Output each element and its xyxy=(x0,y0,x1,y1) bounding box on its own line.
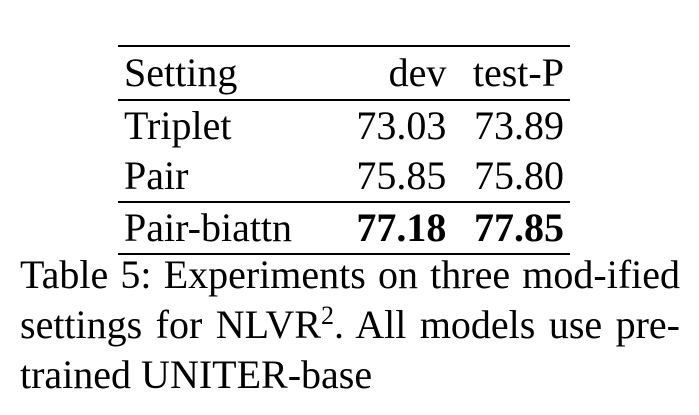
header-test-p: test-P xyxy=(452,45,570,101)
row-setting: Triplet xyxy=(124,103,232,148)
row-dev: 75.85 xyxy=(356,153,447,198)
row-test-p-best: 77.85 xyxy=(452,201,570,255)
caption-lead: Table 5: Experiments on three mod-ified … xyxy=(20,252,680,347)
row-test-p: 73.89 xyxy=(474,103,564,148)
table-row: Pair-biattn 77.18 77.85 xyxy=(118,201,570,255)
table-row: Pair 75.85 75.80 xyxy=(118,151,570,202)
header-dev: dev xyxy=(336,45,453,101)
row-test-p: 75.80 xyxy=(474,153,564,198)
results-table: Setting dev test-P Triplet 73.03 73.89 P… xyxy=(118,45,570,255)
table-row: Triplet 73.03 73.89 xyxy=(118,100,570,151)
table-caption: Table 5: Experiments on three mod-ified … xyxy=(20,250,680,400)
row-dev-best: 77.18 xyxy=(336,201,453,255)
caption-tail: . All models use pre-trained UNITER-base xyxy=(20,302,680,397)
row-dev: 73.03 xyxy=(356,103,447,148)
row-setting: Pair-biattn xyxy=(118,201,336,255)
table-header-row: Setting dev test-P xyxy=(118,45,570,101)
row-setting: Pair xyxy=(124,153,189,198)
header-setting: Setting xyxy=(118,45,336,101)
results-table-container: Setting dev test-P Triplet 73.03 73.89 P… xyxy=(118,45,570,255)
caption-superscript: 2 xyxy=(321,301,334,330)
